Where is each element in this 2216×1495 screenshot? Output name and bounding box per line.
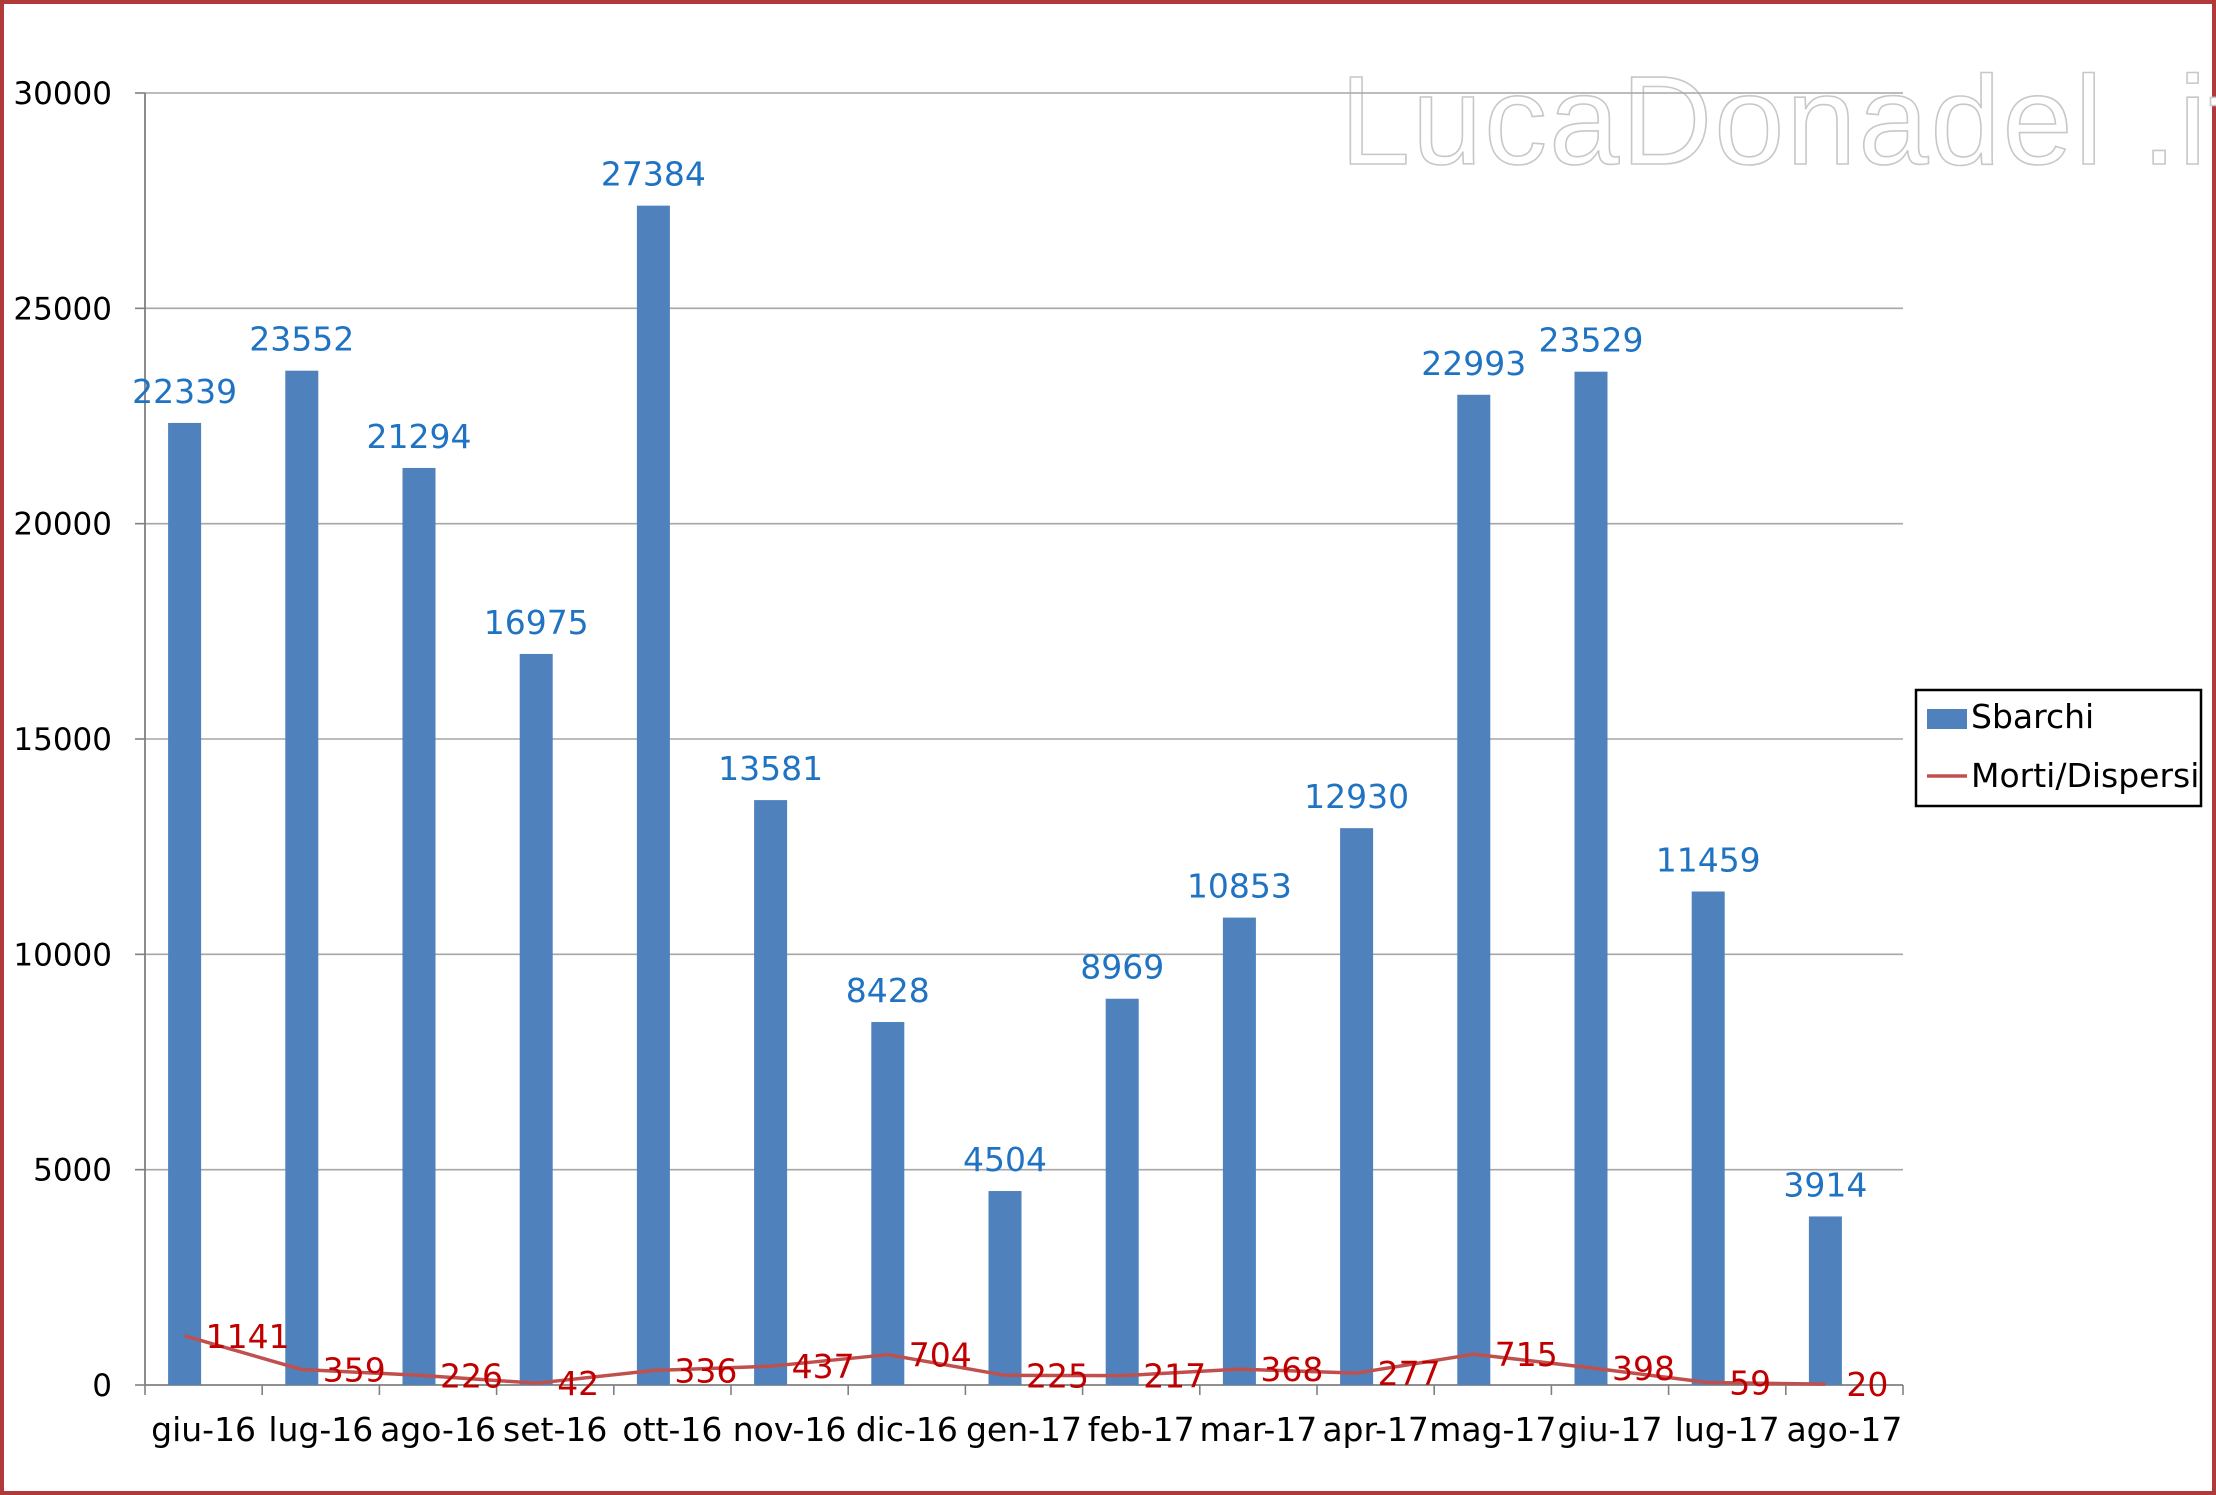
bar-value-label: 22993 [1421,344,1526,383]
line-value-label: 217 [1143,1357,1206,1396]
grid-layer [145,92,1903,1171]
line-value-label: 715 [1495,1335,1558,1374]
line-value-label: 704 [909,1336,972,1375]
x-category-label: giu-17 [1558,1410,1663,1449]
y-tick-label: 25000 [13,291,112,327]
x-category-label: ott-16 [622,1410,722,1449]
x-category-label: mar-17 [1200,1410,1318,1449]
bar-value-label: 23529 [1539,321,1644,360]
bar-sbarchi [1574,371,1608,1385]
bar-sbarchi [636,205,670,1386]
line-value-label: 437 [792,1347,855,1386]
y-tick-label: 30000 [13,76,112,112]
line-series [184,1334,1826,1386]
x-category-label: nov-16 [733,1410,847,1449]
bar-sbarchi [1457,394,1491,1385]
bar-value-label: 27384 [601,155,706,194]
x-category-label: apr-17 [1322,1410,1429,1449]
bar-value-label: 4504 [963,1140,1047,1179]
bar-value-label: 21294 [367,417,472,456]
line-morti-dispersi [184,1334,1826,1386]
line-value-label: 20 [1846,1365,1888,1404]
line-value-label: 277 [1378,1354,1441,1393]
x-category-label: giu-16 [151,1410,256,1449]
y-tick-label: 0 [92,1368,112,1404]
y-tick-label: 10000 [13,937,112,973]
bar-sbarchi [1222,917,1256,1385]
x-category-label: lug-17 [1675,1410,1780,1449]
bar-value-label: 12930 [1304,777,1409,816]
bar-value-label: 10853 [1187,867,1292,906]
bar-value-label: 8428 [846,971,930,1010]
bar-sbarchi [1105,998,1139,1385]
legend-swatch-sbarchi [1927,709,1967,729]
x-category-label: feb-17 [1088,1410,1195,1449]
bar-sbarchi [871,1022,905,1385]
line-value-label: 398 [1612,1349,1675,1388]
bar-series [168,205,1842,1386]
line-data-labels: 1141 359 226 42 336 437 704 225 217 368 277 715 398 5… [206,1317,1889,1404]
bar-sbarchi [1808,1216,1842,1385]
bar-value-label: 11459 [1656,840,1761,879]
bar-value-label: 16975 [484,603,589,642]
line-value-label: 226 [440,1356,503,1395]
x-category-label: ago-16 [380,1410,496,1449]
line-value-label: 1141 [206,1317,290,1356]
bar-sbarchi [1340,828,1374,1385]
bar-sbarchi [402,467,436,1386]
bar-sbarchi [988,1191,1022,1385]
x-category-label: set-16 [503,1410,607,1449]
x-category-label: dic-16 [856,1410,958,1449]
line-value-label: 336 [674,1352,737,1391]
x-axis: giu-16 lug-16 ago-16 set-16 ott-16 nov-16 dic-… [144,1384,1904,1449]
line-value-label: 368 [1260,1350,1323,1389]
bar-sbarchi [1691,891,1725,1385]
line-value-label: 225 [1026,1356,1089,1395]
x-category-label: gen-17 [966,1410,1082,1449]
bar-sbarchi [519,653,553,1385]
legend-label-morti-dispersi: Morti/Dispersi [1971,756,2199,795]
line-value-label: 59 [1729,1363,1771,1402]
bar-data-labels: 22339 23552 21294 16975 27384 13581 8428 4504 89… [132,155,1867,1205]
legend-label-sbarchi: Sbarchi [1971,697,2094,736]
bar-value-label: 23552 [249,320,354,359]
y-tick-label: 5000 [33,1153,112,1189]
bar-sbarchi [168,422,202,1386]
y-tick-label: 20000 [13,507,112,543]
bar-value-label: 13581 [718,749,823,788]
legend: Sbarchi Morti/Dispersi [1914,688,2203,808]
line-value-label: 359 [323,1351,386,1390]
x-category-label: mag-17 [1429,1410,1556,1449]
bar-sbarchi [285,370,319,1386]
bar-value-label: 8969 [1080,948,1164,987]
x-category-label: ago-17 [1786,1410,1902,1449]
line-value-label: 42 [557,1364,599,1403]
bar-value-label: 3914 [1783,1165,1867,1204]
y-axis: 0 5000 10000 15000 20000 25000 30000 [13,76,146,1404]
y-tick-label: 15000 [13,722,112,758]
bar-value-label: 22339 [132,372,237,411]
bar-sbarchi [754,800,788,1385]
watermark-text: LucaDonadel .it [1340,50,2216,191]
x-category-label: lug-16 [268,1410,373,1449]
